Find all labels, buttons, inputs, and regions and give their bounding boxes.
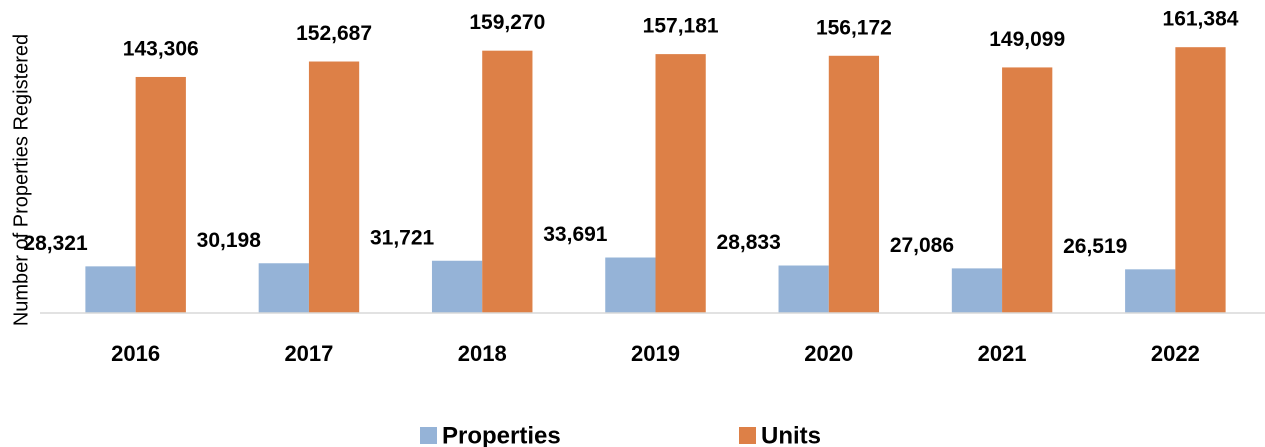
legend-label: Units [761,422,821,447]
data-label: 161,384 [1163,8,1239,31]
bar [605,257,656,313]
x-tick-label: 2022 [1151,341,1200,366]
bar [828,55,880,314]
data-label: 157,181 [643,15,719,38]
x-tick-label: 2016 [111,341,160,366]
bar [951,268,1003,313]
data-label: 30,198 [197,229,262,252]
legend-swatch [739,427,756,444]
bar [1002,67,1053,314]
data-label: 28,833 [717,231,781,254]
x-tick-label: 2019 [631,341,680,366]
bar [85,266,136,313]
bar [1125,269,1176,313]
data-label: 149,099 [989,28,1065,51]
bar [482,50,533,313]
bar [1175,47,1226,313]
bar [308,61,360,313]
data-label: 28,321 [23,232,88,255]
x-tick-label: 2017 [284,341,333,366]
data-label: 33,691 [543,223,608,246]
data-label: 26,519 [1063,235,1127,258]
bar [431,260,483,313]
bar [655,54,706,313]
data-label: 31,721 [370,226,435,249]
y-axis-label: Number of Properties Registered [10,34,32,326]
data-label: 156,172 [816,16,892,39]
legend-label: Properties [442,422,561,447]
x-tick-label: 2020 [804,341,853,366]
bar [778,265,829,313]
x-tick-label: 2021 [978,341,1027,366]
data-label: 143,306 [123,38,199,61]
bar [135,76,186,314]
bar [258,263,309,313]
data-label: 159,270 [469,11,545,34]
data-label: 27,086 [890,234,954,257]
x-tick-label: 2018 [458,341,507,366]
legend-swatch [420,427,437,444]
data-label: 152,687 [296,22,372,45]
